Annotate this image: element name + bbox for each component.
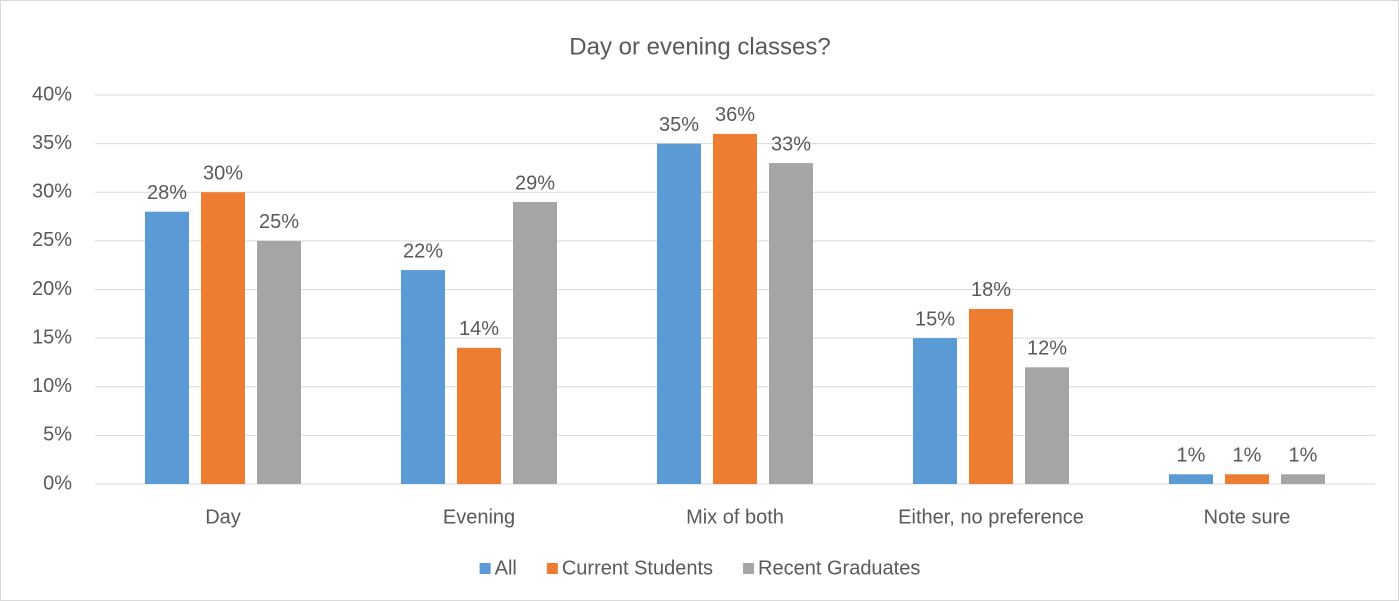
- legend-swatch: [546, 563, 558, 574]
- y-tick-label: 25%: [32, 229, 72, 251]
- data-label: 28%: [147, 182, 187, 204]
- y-tick-label: 40%: [32, 83, 72, 105]
- x-tick-label: Day: [205, 506, 241, 528]
- y-tick-label: 0%: [43, 472, 72, 494]
- x-tick-label: Note sure: [1204, 506, 1291, 528]
- data-label: 30%: [203, 163, 243, 185]
- bar: [457, 347, 501, 484]
- data-label: 1%: [1289, 445, 1318, 467]
- legend-swatch: [743, 563, 755, 574]
- x-tick-label: Evening: [443, 506, 515, 528]
- data-label: 1%: [1233, 445, 1262, 467]
- y-tick-label: 20%: [32, 278, 72, 300]
- legend-label: Current Students: [562, 557, 713, 579]
- data-label: 35%: [659, 114, 699, 136]
- chart-title: Day or evening classes?: [569, 33, 830, 60]
- data-label: 12%: [1027, 338, 1067, 360]
- data-label: 33%: [771, 133, 811, 155]
- data-label: 29%: [515, 172, 555, 194]
- data-label: 15%: [915, 308, 955, 330]
- data-label: 1%: [1177, 445, 1206, 467]
- y-tick-label: 10%: [32, 375, 72, 397]
- data-label: 22%: [403, 240, 443, 262]
- legend-label: Recent Graduates: [758, 557, 920, 579]
- data-label: 18%: [971, 279, 1011, 301]
- bar: [657, 143, 701, 484]
- y-tick-label: 15%: [32, 326, 72, 348]
- y-tick-label: 5%: [43, 424, 72, 446]
- bar: [257, 240, 301, 484]
- y-tick-label: 30%: [32, 181, 72, 203]
- bar: [969, 308, 1013, 484]
- bar: [769, 163, 813, 484]
- bar: [713, 133, 757, 484]
- bar: [913, 338, 957, 484]
- data-label: 14%: [459, 318, 499, 340]
- bar: [1169, 474, 1213, 484]
- data-label: 36%: [715, 104, 755, 126]
- legend-label: All: [495, 557, 517, 579]
- bar: [1225, 474, 1269, 484]
- bar: [1281, 474, 1325, 484]
- bar: [513, 201, 557, 484]
- data-label: 25%: [259, 211, 299, 233]
- legend-swatch: [479, 563, 491, 574]
- bar: [1025, 367, 1069, 484]
- bar: [401, 270, 445, 484]
- x-tick-label: Mix of both: [686, 506, 784, 528]
- bar: [201, 192, 245, 484]
- x-tick-label: Either, no preference: [898, 506, 1084, 528]
- bar: [145, 211, 189, 484]
- y-tick-label: 35%: [32, 132, 72, 154]
